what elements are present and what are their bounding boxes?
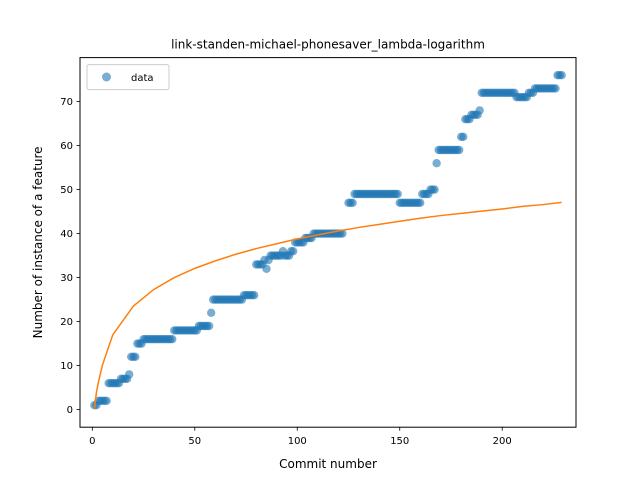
x-tick-label: 100 [288, 436, 307, 447]
fit-line [93, 201, 562, 410]
data-point [124, 370, 134, 379]
data-point [338, 229, 347, 238]
x-axis: 0 50 100 150 200 [89, 427, 512, 447]
plot-frame [79, 57, 577, 428]
data-point [288, 247, 298, 256]
legend-box [86, 64, 170, 91]
y-axis: 0 10 20 30 40 50 60 70 [60, 97, 80, 416]
y-tick-label: 40 [60, 229, 73, 240]
data-point [430, 185, 439, 194]
legend: data [86, 64, 170, 91]
legend-marker [102, 72, 111, 82]
plot-marks [90, 71, 566, 410]
data-point [262, 264, 271, 273]
x-tick-label: 200 [493, 436, 512, 447]
x-axis-label: Commit number [279, 457, 377, 471]
data-point [432, 159, 441, 168]
y-tick-label: 0 [67, 405, 73, 416]
data-point [454, 145, 464, 155]
y-tick-label: 70 [60, 97, 73, 108]
y-tick-label: 60 [60, 141, 73, 152]
y-tick-label: 20 [60, 317, 73, 328]
x-tick-label: 150 [390, 436, 409, 447]
data-point [131, 352, 140, 361]
data-point [250, 291, 259, 300]
data-point [168, 335, 177, 344]
data-point [416, 198, 425, 207]
data-point [393, 189, 402, 199]
data-point [204, 321, 214, 331]
data-point [459, 132, 468, 141]
x-tick-label: 50 [188, 436, 201, 447]
data-point [206, 308, 216, 317]
data-point [102, 396, 111, 405]
data-point [475, 106, 484, 115]
data-point [348, 198, 357, 207]
y-tick-label: 10 [60, 361, 73, 372]
y-tick-label: 50 [60, 185, 73, 196]
data-point [557, 71, 566, 80]
x-tick-label: 0 [89, 436, 95, 447]
chart-title: link-standen-michael-phonesaver_lambda-l… [171, 38, 485, 52]
y-tick-label: 30 [60, 273, 73, 284]
data-point [551, 84, 560, 93]
legend-label: data [131, 73, 154, 84]
y-axis-label: Number of instance of a feature [31, 146, 45, 338]
